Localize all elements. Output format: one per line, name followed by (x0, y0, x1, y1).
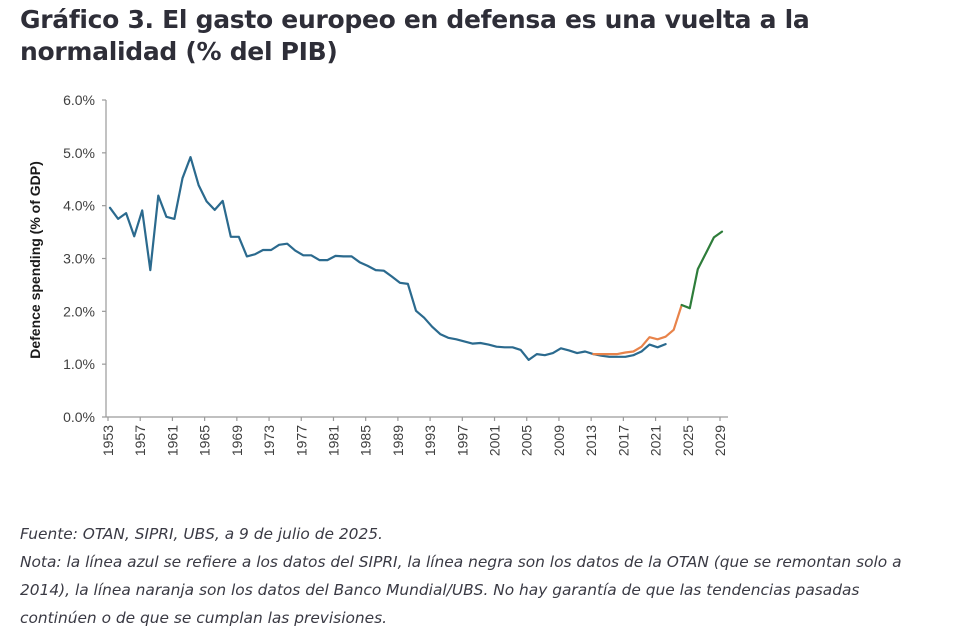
x-tick-label: 2021 (648, 425, 664, 456)
y-axis: 0.0% 1.0% 2.0% 3.0% 4.0% 5.0% 6.0% (63, 92, 107, 425)
y-tick-label: 3.0% (63, 251, 95, 267)
chart-title: Gráfico 3. El gasto europeo en defensa e… (20, 4, 920, 68)
x-tick-label: 1977 (293, 425, 309, 456)
x-tick-label: 1985 (358, 425, 374, 456)
source-note: Fuente: OTAN, SIPRI, UBS, a 9 de julio d… (20, 525, 383, 543)
series-line-sipri (108, 155, 667, 361)
y-tick-label: 6.0% (63, 92, 95, 108)
y-tick-label: 4.0% (63, 198, 95, 214)
x-tick-label: 1973 (261, 425, 277, 456)
y-tick-label: 5.0% (63, 145, 95, 161)
x-axis: 1953 1957 1961 1965 1969 1973 1977 1981 1985 1989… (100, 416, 728, 456)
series-line-world-bank-ubs (592, 303, 683, 356)
x-tick-label: 2009 (551, 425, 567, 456)
x-tick-label: 1981 (325, 425, 341, 456)
y-tick-label: 1.0% (63, 356, 95, 372)
y-tick-label: 2.0% (63, 303, 95, 319)
series-line-forecast (680, 230, 724, 310)
chart-title-line-1: Gráfico 3. El gasto europeo en defensa e… (20, 5, 810, 34)
x-tick-label: 1969 (229, 425, 245, 456)
x-tick-label: 1993 (422, 425, 438, 456)
y-axis-title: Defence spending (% of GDP) (27, 161, 43, 359)
x-tick-label: 1989 (390, 425, 406, 456)
x-tick-label: 2013 (583, 425, 599, 456)
x-tick-label: 2029 (712, 425, 728, 456)
x-tick-label: 2025 (680, 425, 696, 456)
x-tick-label: 2001 (487, 425, 503, 456)
x-tick-label: 1957 (132, 425, 148, 456)
series-layer (108, 155, 724, 361)
disclaimer-note: Nota: la línea azul se refiere a los dat… (20, 553, 902, 627)
x-tick-label: 2017 (615, 425, 631, 456)
x-tick-label: 1953 (100, 425, 116, 456)
x-tick-label: 2005 (519, 425, 535, 456)
chart-notes: Fuente: OTAN, SIPRI, UBS, a 9 de julio d… (20, 520, 940, 632)
line-chart: 0.0% 1.0% 2.0% 3.0% 4.0% 5.0% 6.0% 1953 1957 196… (27, 92, 728, 456)
x-tick-label: 1961 (164, 425, 180, 456)
x-tick-label: 1965 (197, 425, 213, 456)
y-tick-label: 0.0% (63, 409, 95, 425)
chart-title-line-2: normalidad (% del PIB) (20, 37, 338, 66)
x-tick-label: 1997 (454, 425, 470, 456)
